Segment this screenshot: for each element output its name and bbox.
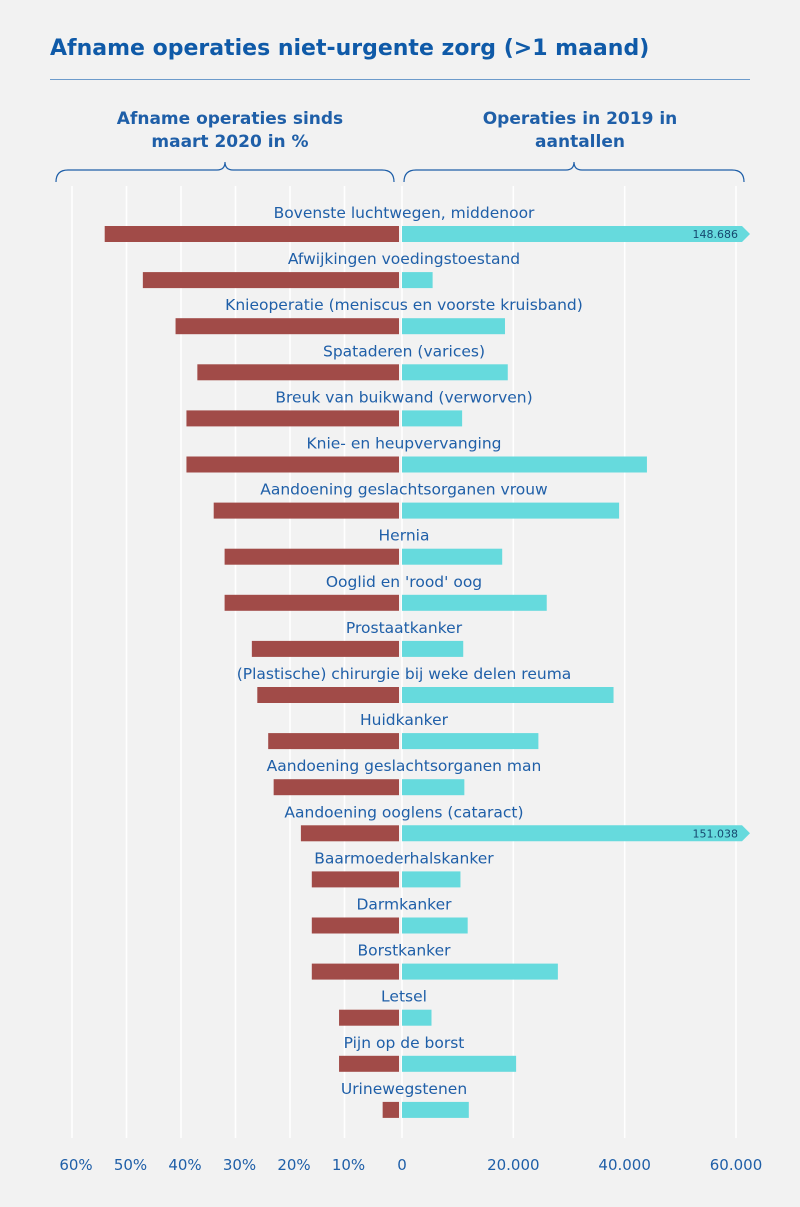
category-label: Letsel (381, 988, 427, 1006)
left-axis-tick-label: 20% (277, 1156, 310, 1174)
count-bar-truncated (402, 825, 750, 842)
count-bar (402, 456, 647, 473)
right-axis-tick-label: 20.000 (487, 1156, 540, 1174)
count-bar (402, 640, 464, 657)
category-label: Urinewegstenen (341, 1080, 467, 1098)
decline-bar (224, 548, 399, 565)
category-label: Bovenste luchtwegen, middenoor (274, 204, 535, 222)
decline-bar (339, 1009, 399, 1026)
left-axis-heading: Afname operaties sinds maart 2020 in % (116, 109, 344, 152)
count-data-label: 151.038 (693, 827, 739, 840)
decline-bar (186, 410, 399, 427)
category-label: Ooglid en 'rood' oog (326, 573, 482, 591)
count-bar (402, 318, 505, 335)
decline-bar (311, 871, 399, 888)
category-label: (Plastische) chirurgie bij weke delen re… (237, 665, 572, 683)
decline-bar (273, 779, 399, 796)
category-label: Knieoperatie (meniscus en voorste kruisb… (225, 296, 583, 314)
category-label: Afwijkingen voedingstoestand (288, 250, 520, 268)
right-axis-tick-label: 40.000 (598, 1156, 651, 1174)
count-bar (402, 733, 539, 750)
category-label: Darmkanker (357, 896, 453, 914)
right-axis-tick-label: 60.000 (710, 1156, 763, 1174)
count-bar (402, 364, 508, 381)
decline-bar (213, 502, 399, 519)
category-label: Baarmoederhalskanker (314, 849, 494, 867)
decline-bar (382, 1101, 399, 1118)
count-bar (402, 687, 614, 703)
count-bar (402, 871, 461, 888)
category-label: Aandoening geslachtsorganen vrouw (260, 481, 548, 499)
count-bar (402, 410, 463, 427)
decline-bar (142, 272, 399, 289)
right-heading-brace (403, 161, 745, 183)
decline-bar (257, 687, 399, 703)
right-axis-tick-label: 0 (397, 1156, 407, 1174)
decline-bar (104, 226, 399, 242)
decline-bar (311, 917, 399, 934)
category-label: Aandoening ooglens (cataract) (284, 803, 523, 821)
count-bar (402, 1009, 432, 1026)
category-label: Spataderen (varices) (323, 342, 485, 360)
decline-bar (268, 733, 399, 750)
category-label: Prostaatkanker (346, 619, 463, 637)
right-axis-heading: Operaties in 2019 in aantallen (482, 109, 678, 152)
category-label: Aandoening geslachtsorganen man (267, 757, 542, 775)
decline-bar (224, 594, 399, 611)
category-label: Hernia (379, 527, 430, 545)
count-bar (402, 1101, 469, 1118)
decline-bar (339, 1055, 399, 1072)
category-label: Pijn op de borst (344, 1034, 465, 1052)
decline-bar (311, 963, 399, 980)
count-bar (402, 1055, 517, 1072)
decline-bar (197, 364, 399, 381)
count-bar (402, 963, 558, 980)
category-label: Huidkanker (360, 711, 449, 729)
title-divider (50, 79, 750, 80)
decline-bar (300, 825, 399, 842)
chart-title: Afname operaties niet-urgente zorg (>1 m… (50, 36, 650, 61)
category-label: Knie- en heupvervanging (306, 435, 501, 453)
left-heading-brace (55, 161, 395, 183)
count-bar-truncated (402, 226, 750, 242)
category-label: Borstkanker (358, 942, 452, 960)
count-bar (402, 548, 503, 565)
left-axis-tick-label: 60% (59, 1156, 92, 1174)
left-axis-tick-label: 30% (223, 1156, 256, 1174)
count-bar (402, 272, 433, 289)
category-label: Breuk van buikwand (verworven) (275, 388, 532, 406)
left-axis-tick-label: 10% (332, 1156, 365, 1174)
decline-bar (251, 640, 399, 657)
count-bar (402, 917, 468, 934)
left-axis-tick-label: 50% (114, 1156, 147, 1174)
decline-bar (186, 456, 399, 473)
count-bar (402, 594, 547, 611)
count-bar (402, 779, 465, 796)
decline-bar (175, 318, 399, 335)
left-axis-tick-label: 40% (168, 1156, 201, 1174)
count-data-label: 148.686 (693, 228, 739, 241)
count-bar (402, 502, 620, 519)
